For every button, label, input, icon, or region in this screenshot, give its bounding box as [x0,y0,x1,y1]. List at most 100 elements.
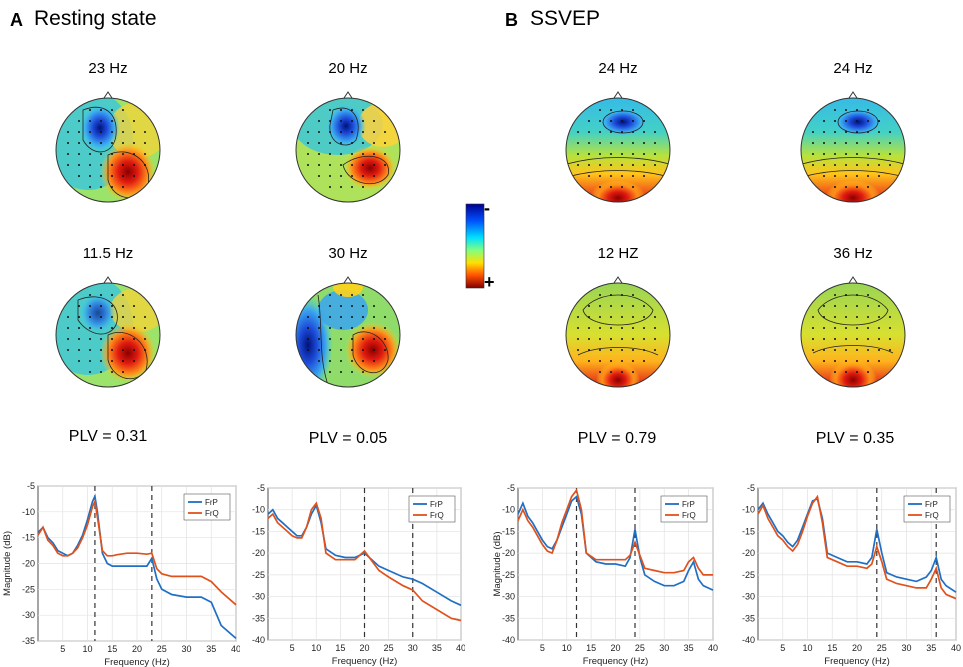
electrode-dot [318,360,320,362]
electrode-dot [133,164,135,166]
spectrum-chart-1: 5 10 15 20 25 30 35 40 -5 -10 -15 -20 -25 -30 -35 FrP Fr… [2,481,240,667]
map-label-b1: 24 Hz [598,60,638,77]
electrode-dot [122,371,124,373]
electrode-dot [67,327,69,329]
electrode-dot [122,131,124,133]
electrode-dot [654,316,656,318]
electrode-dot [373,316,375,318]
electrode-dot [856,360,858,362]
electrode-dot [889,316,891,318]
electrode-dot [643,153,645,155]
electrode-dot [610,327,612,329]
electrode-dot [122,294,124,296]
electrode-dot [823,131,825,133]
x-axis-label: Frequency (Hz) [583,656,648,667]
electrode-dot [845,109,847,111]
electrode-dot [89,153,91,155]
electrode-dot [122,175,124,177]
y-tick-label: -35 [22,636,35,646]
electrode-dot [621,175,623,177]
electrode-dot [610,360,612,362]
electrode-dot [878,153,880,155]
x-tick-label: 5 [290,643,295,653]
electrode-dot [889,327,891,329]
electrode-dot [340,327,342,329]
legend [660,495,708,523]
electrode-dot [610,316,612,318]
series-line-FrQ [517,488,713,576]
electrode-dot [122,142,124,144]
electrode-dot [384,153,386,155]
electrode-dot [362,371,364,373]
electrode-dot [340,120,342,122]
colorbar-negative-sign: - [484,198,490,218]
electrode-dot [610,186,612,188]
electrode-dot [599,131,601,133]
electrode-dot [812,142,814,144]
electrode-dot [845,371,847,373]
electrode-dot [351,186,353,188]
electrode-dot [78,327,80,329]
electrode-dot [329,305,331,307]
electrode-dot [834,338,836,340]
topomap-b4 [800,276,906,388]
electrode-dot [856,305,858,307]
electrode-dot [89,109,91,111]
electrode-dot [845,305,847,307]
electrode-dot [588,327,590,329]
electrode-dot [100,305,102,307]
electrode-dot [577,327,579,329]
electrode-dot [834,327,836,329]
electrode-dot [621,316,623,318]
panel-b-title: SSVEP [530,7,601,30]
electrode-dot [89,175,91,177]
electrode-dot [144,327,146,329]
electrode-dot [878,349,880,351]
electrode-dot [362,327,364,329]
legend-label: FrQ [205,509,219,518]
electrode-dot [144,153,146,155]
electrode-dot [878,164,880,166]
electrode-dot [632,142,634,144]
electrode-dot [111,186,113,188]
electrode-dot [329,109,331,111]
electrode-dot [340,371,342,373]
electrode-dot [621,327,623,329]
electrode-dot [133,142,135,144]
electrode-dot [621,120,623,122]
electrode-dot [588,305,590,307]
electrode-dot [643,316,645,318]
electrode-dot [856,349,858,351]
electrode-dot [67,142,69,144]
electrode-dot [867,120,869,122]
electrode-dot [133,153,135,155]
electrode-dot [632,109,634,111]
electrode-dot [133,305,135,307]
y-tick-label: -30 [22,610,35,620]
plv-label-2: PLV = 0.05 [308,430,388,447]
electrode-dot [889,349,891,351]
electrode-dot [845,338,847,340]
x-tick-label: 15 [107,644,117,654]
electrode-dot [856,175,858,177]
x-tick-label: 10 [82,644,92,654]
electrode-dot [643,327,645,329]
electrode-dot [111,164,113,166]
electrode-dot [340,186,342,188]
electrode-dot [122,120,124,122]
y-tick-label: -40 [742,635,755,645]
electrode-dot [340,175,342,177]
spectrum-chart-2: 5 10 15 20 25 30 35 40 -5 -10 -15 -20 -25 -30 -35 -40 Fr… [252,483,465,667]
electrode-dot [621,109,623,111]
electrode-dot [351,175,353,177]
electrode-dot [329,164,331,166]
electrode-dot [856,186,858,188]
electrode-dot [67,349,69,351]
electrode-dot [856,316,858,318]
electrode-dot [621,360,623,362]
electrode-dot [111,371,113,373]
electrode-dot [834,294,836,296]
electrode-dot [362,120,364,122]
colorbar-positive-sign: + [484,272,495,292]
electrode-dot [588,338,590,340]
